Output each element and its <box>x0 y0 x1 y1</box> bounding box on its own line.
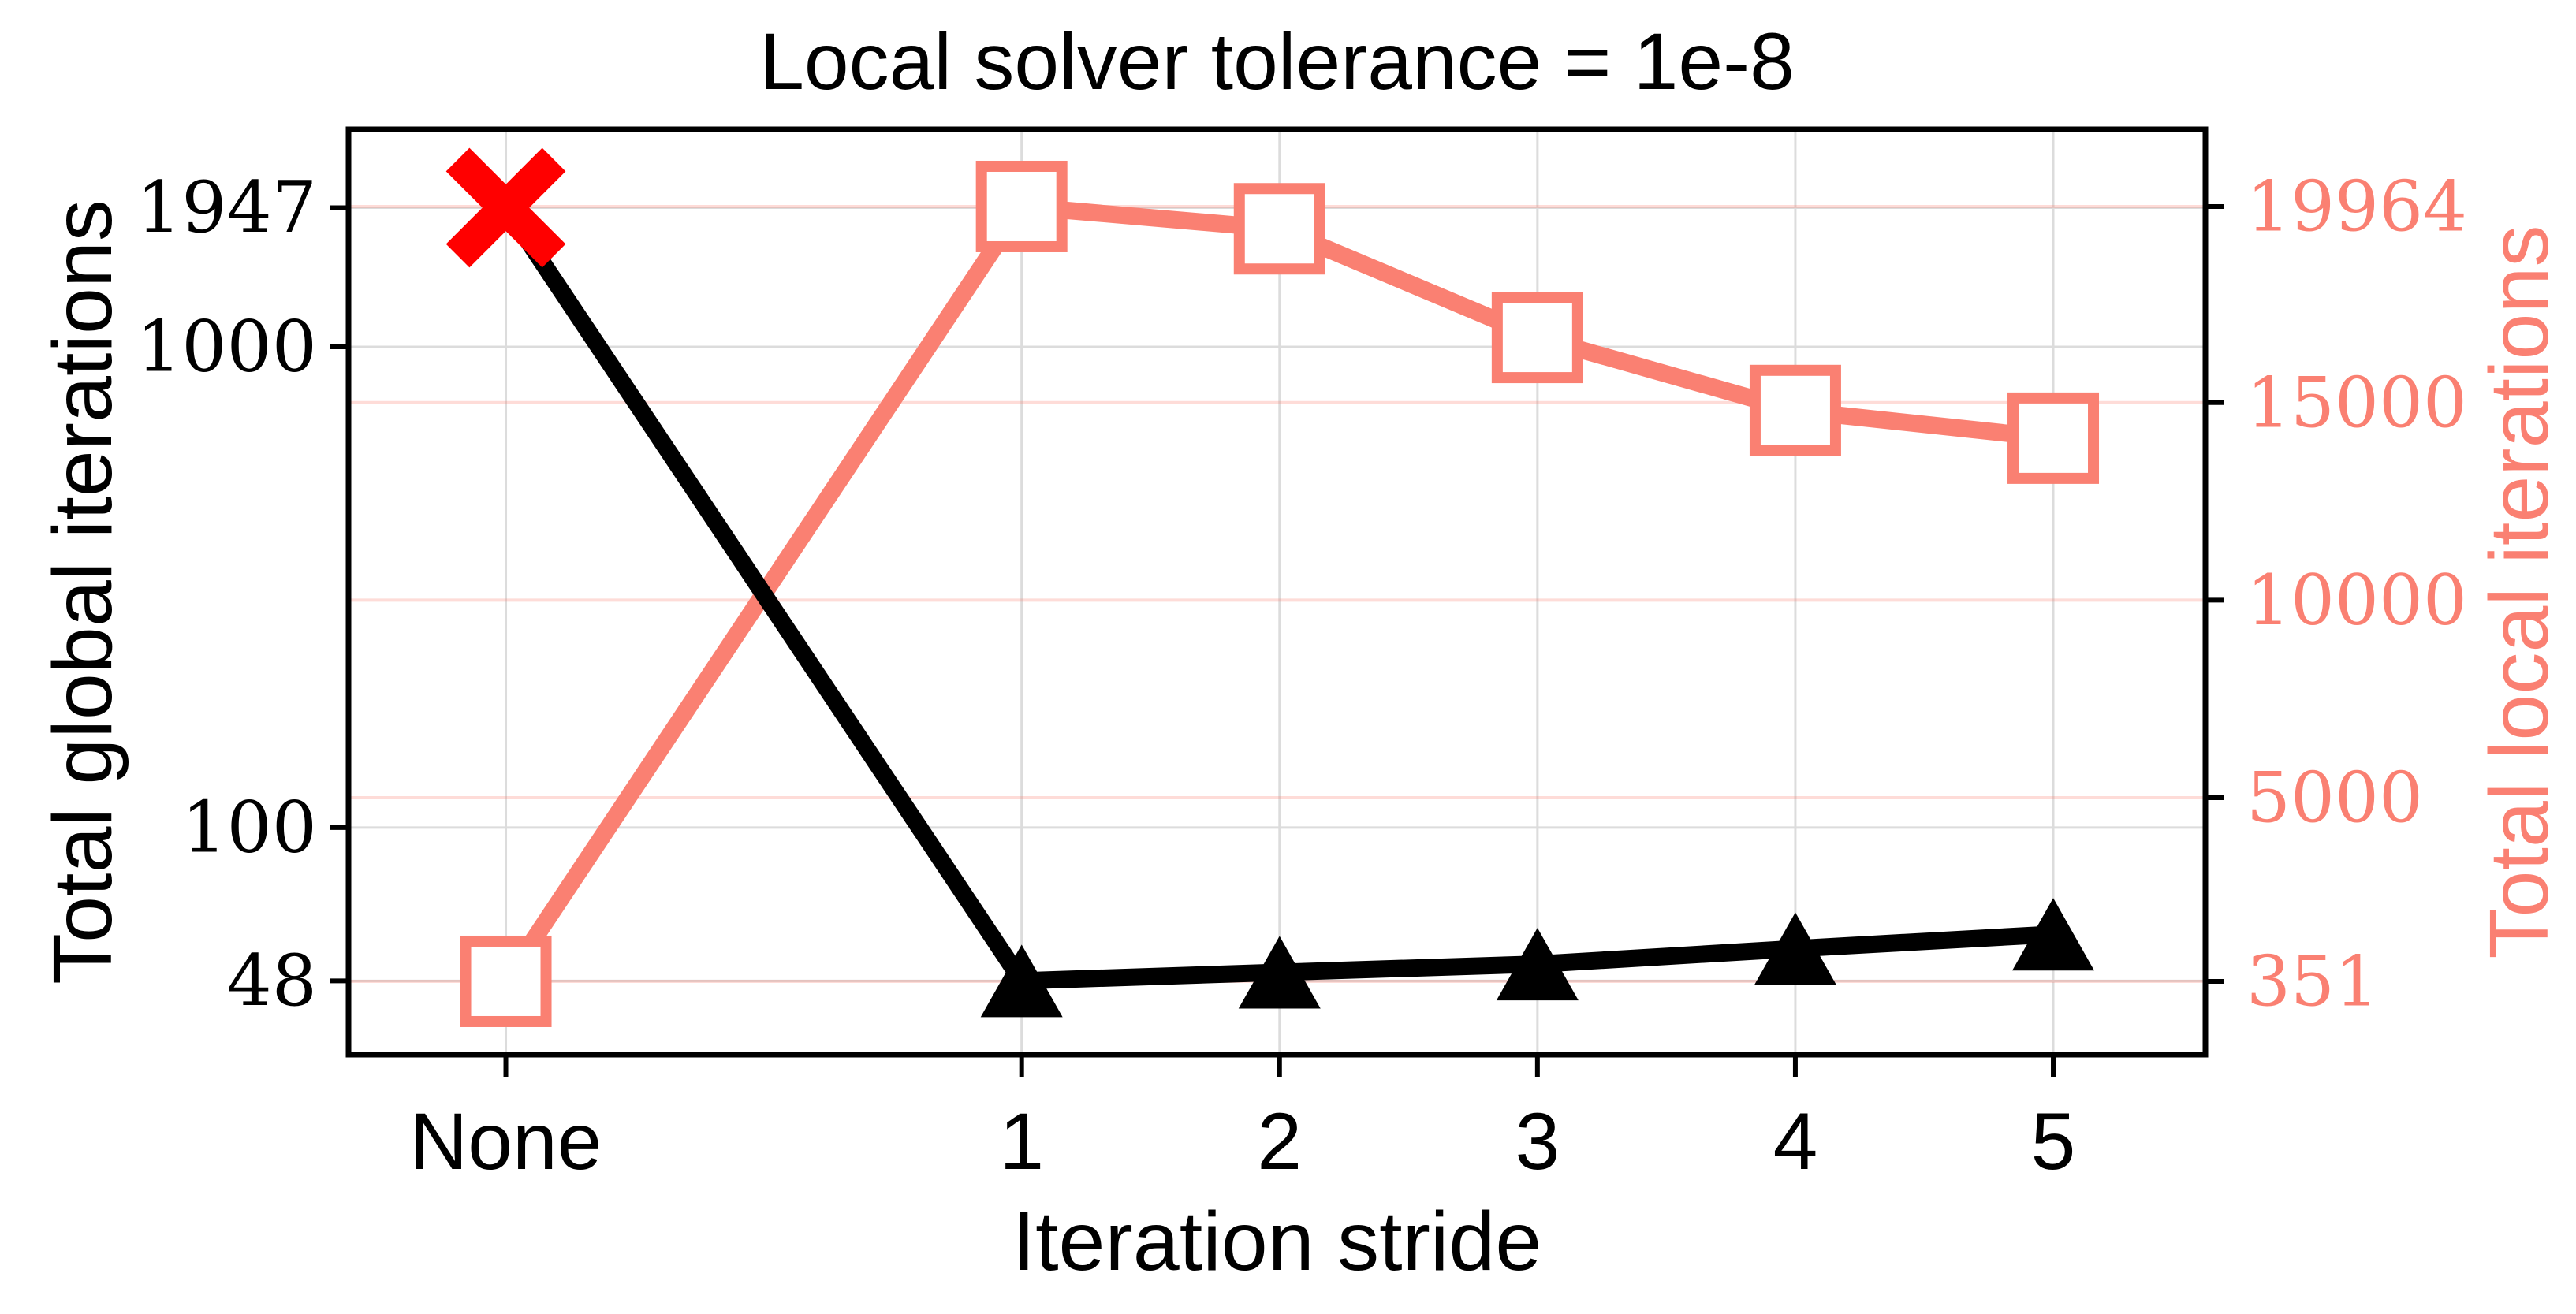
left-tick-label: 48 <box>226 940 317 1022</box>
chart-title: Local solver tolerance = 1e-8 <box>759 17 1795 106</box>
axes-frame <box>345 126 2209 1058</box>
right-tick-label: 5000 <box>2246 757 2423 838</box>
right-tick-label: 351 <box>2246 940 2379 1022</box>
open-square-marker <box>975 160 1068 252</box>
open-square-marker <box>1233 183 1325 275</box>
open-square-marker <box>460 935 552 1027</box>
triangle-marker <box>980 944 1063 1018</box>
left-tick-label: 1000 <box>136 306 317 389</box>
right-tick-label: 19964 <box>2246 166 2467 247</box>
triangle-marker <box>2012 898 2095 971</box>
x-tick-label: 1 <box>999 1096 1044 1186</box>
right-y-axis-label: Total local iterations <box>2473 225 2566 959</box>
x-tick-label: 3 <box>1515 1096 1560 1186</box>
right-tick-label: 10000 <box>2246 560 2467 641</box>
global-iterations-line <box>498 203 2054 990</box>
left-tick-label: 100 <box>181 786 317 869</box>
x-axis-label: Iteration stride <box>1012 1195 1542 1288</box>
open-square-marker <box>1749 364 1841 456</box>
x-tick-label: 5 <box>2031 1096 2076 1186</box>
right-tick-label: 15000 <box>2246 362 2467 443</box>
triangle-marker <box>1238 936 1321 1009</box>
red-x-marker <box>445 147 566 268</box>
open-square-marker <box>2007 392 2100 484</box>
triangle-marker <box>1754 912 1836 985</box>
triangle-marker <box>1496 928 1579 1001</box>
left-tick-label: 1947 <box>136 166 317 249</box>
open-square-marker <box>1491 292 1583 384</box>
x-tick-label: 2 <box>1257 1096 1302 1186</box>
left-y-axis-label: Total global iterations <box>36 199 129 985</box>
x-tick-label: None <box>410 1096 602 1186</box>
x-tick-label: 4 <box>1773 1096 1818 1186</box>
